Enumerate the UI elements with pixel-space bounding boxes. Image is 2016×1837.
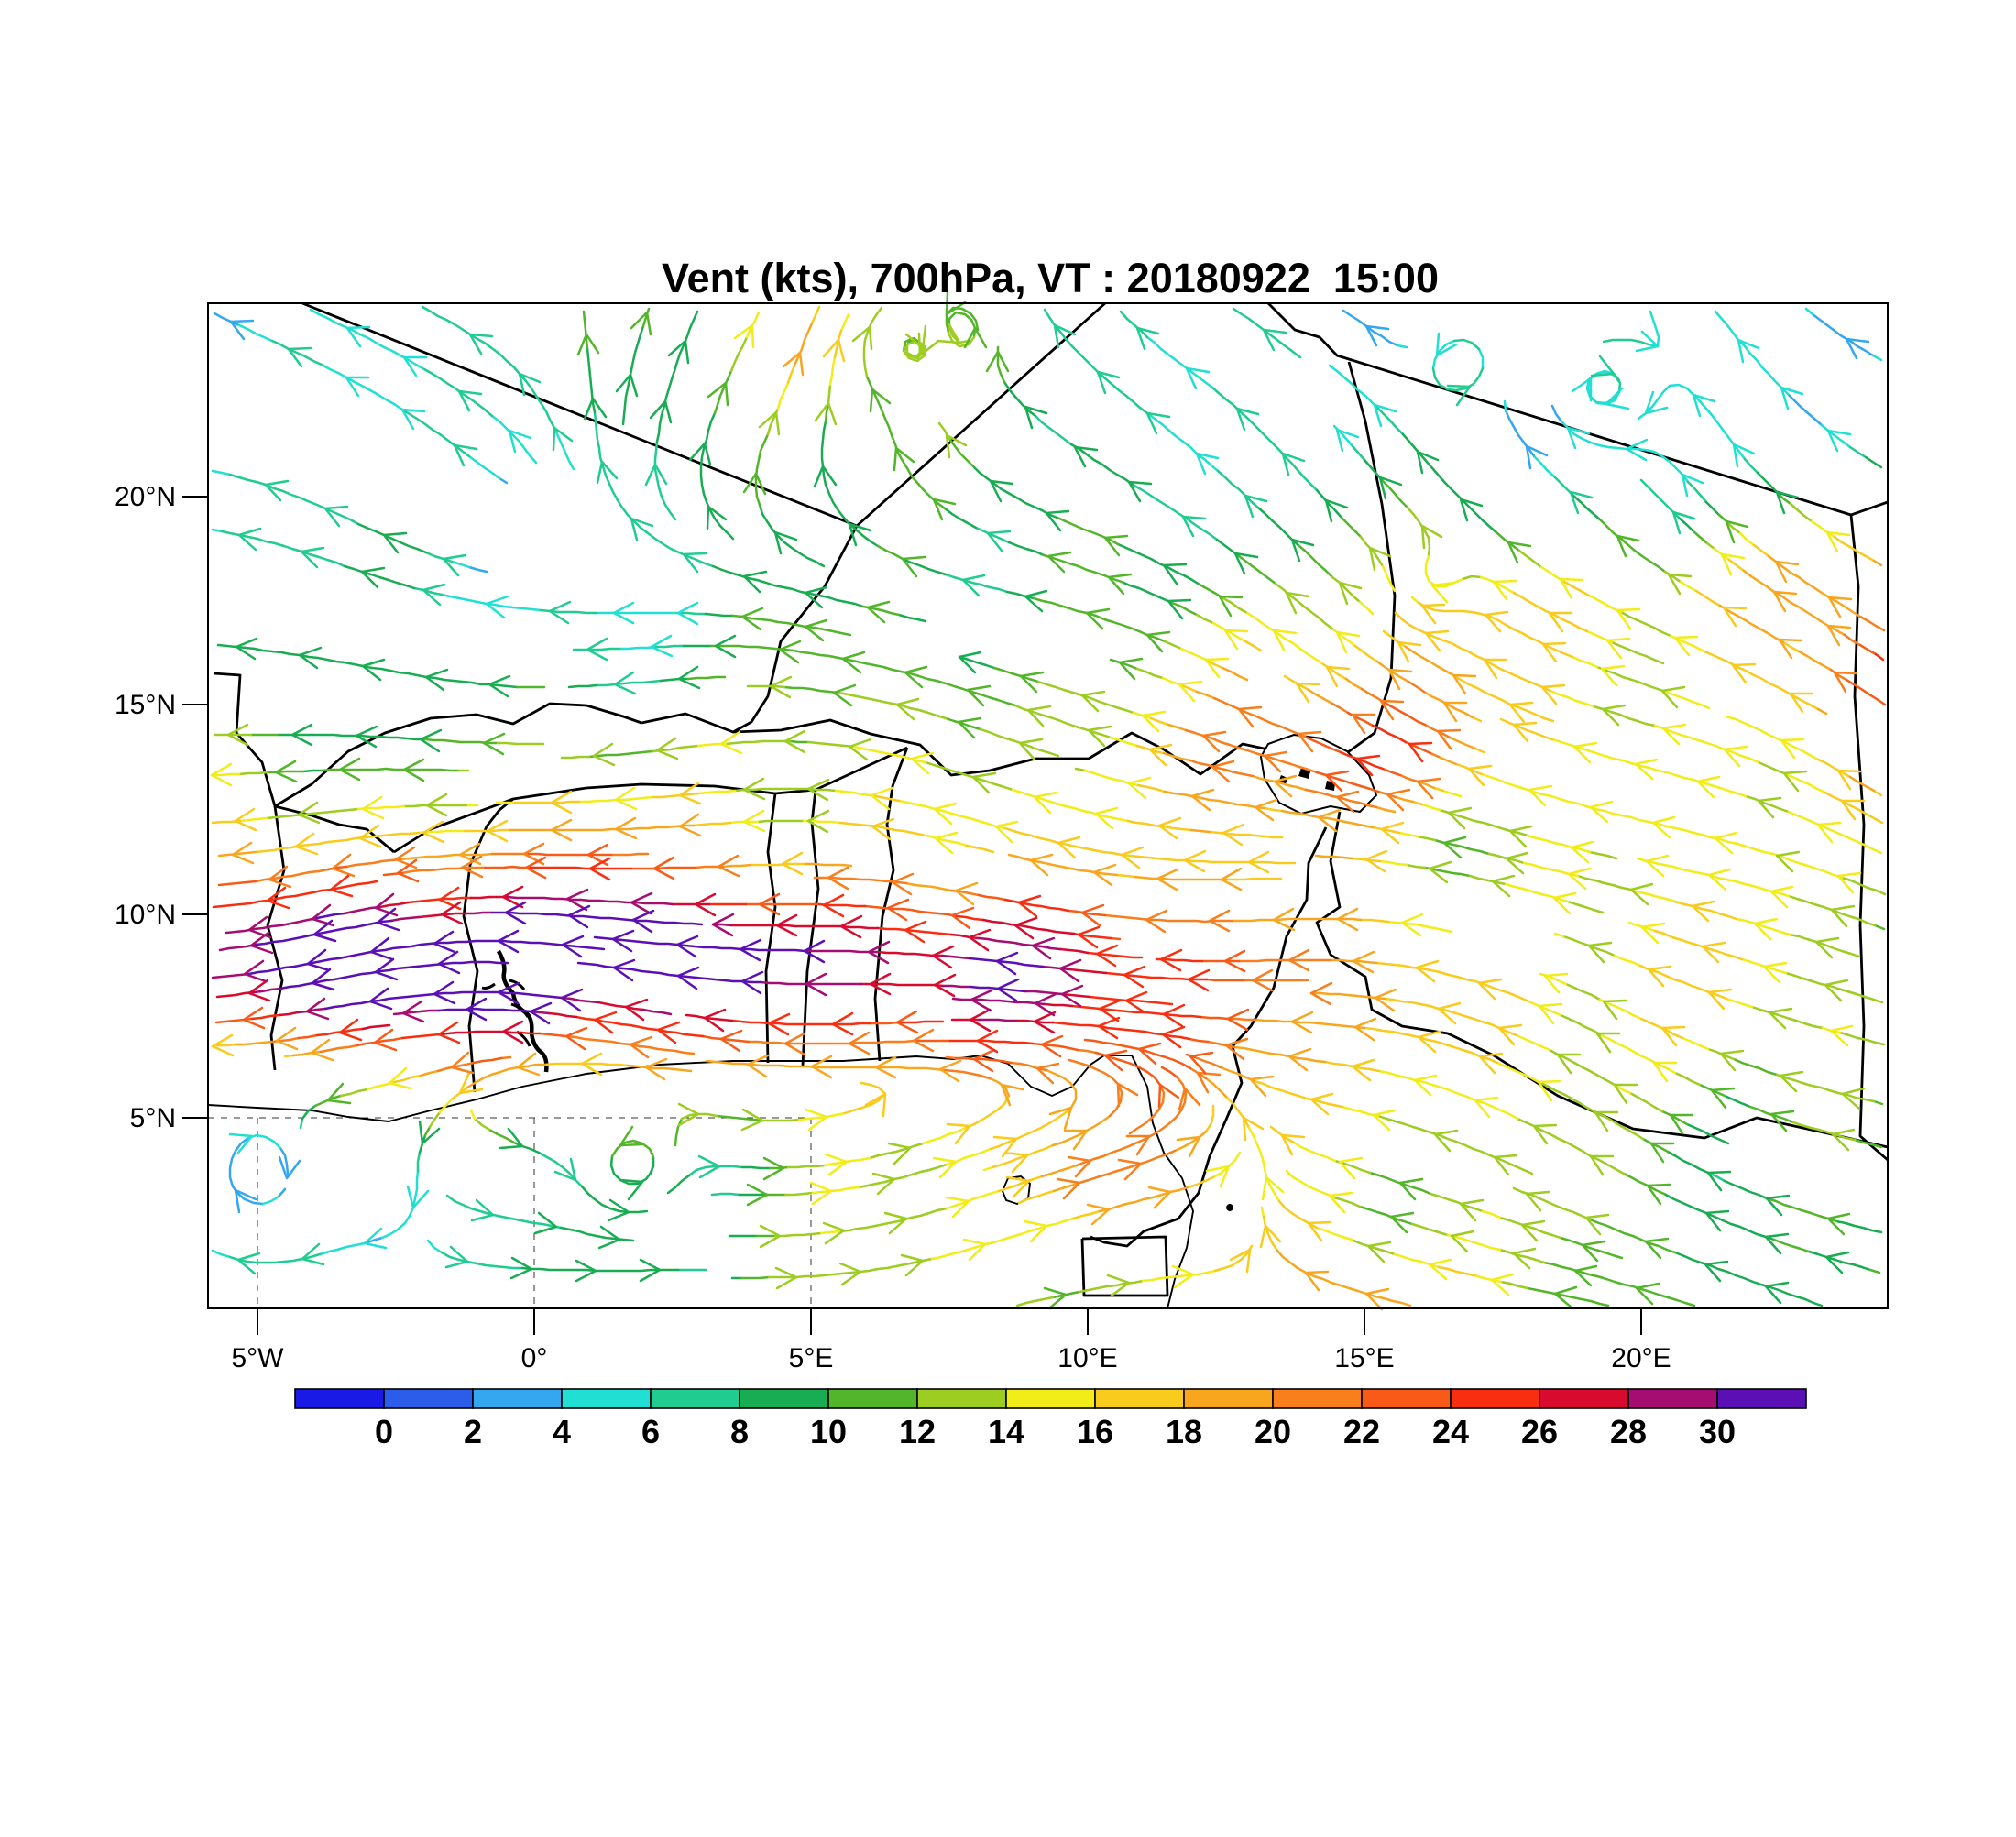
svg-text:15°N: 15°N xyxy=(115,690,176,720)
svg-text:24: 24 xyxy=(1432,1413,1469,1450)
svg-text:20: 20 xyxy=(1255,1413,1291,1450)
svg-text:18: 18 xyxy=(1166,1413,1202,1450)
svg-text:4: 4 xyxy=(553,1413,571,1450)
svg-text:26: 26 xyxy=(1521,1413,1558,1450)
svg-text:28: 28 xyxy=(1610,1413,1647,1450)
svg-text:30: 30 xyxy=(1699,1413,1736,1450)
svg-text:20°E: 20°E xyxy=(1611,1343,1671,1373)
svg-text:10°E: 10°E xyxy=(1057,1343,1117,1373)
svg-text:5°E: 5°E xyxy=(789,1343,834,1373)
svg-text:5°N: 5°N xyxy=(130,1103,176,1133)
svg-text:16: 16 xyxy=(1077,1413,1113,1450)
svg-text:5°W: 5°W xyxy=(232,1343,285,1373)
svg-text:12: 12 xyxy=(899,1413,936,1450)
svg-text:20°N: 20°N xyxy=(115,482,176,512)
svg-text:8: 8 xyxy=(730,1413,749,1450)
svg-text:15°E: 15°E xyxy=(1334,1343,1394,1373)
svg-text:22: 22 xyxy=(1343,1413,1380,1450)
svg-text:0: 0 xyxy=(375,1413,393,1450)
svg-text:10°N: 10°N xyxy=(115,900,176,930)
svg-text:6: 6 xyxy=(641,1413,660,1450)
svg-text:0°: 0° xyxy=(521,1343,548,1373)
svg-text:Vent (kts), 700hPa, VT : 20180: Vent (kts), 700hPa, VT : 20180922 15:00 xyxy=(662,255,1439,301)
svg-text:10: 10 xyxy=(810,1413,847,1450)
svg-text:2: 2 xyxy=(464,1413,482,1450)
svg-text:14: 14 xyxy=(988,1413,1024,1450)
